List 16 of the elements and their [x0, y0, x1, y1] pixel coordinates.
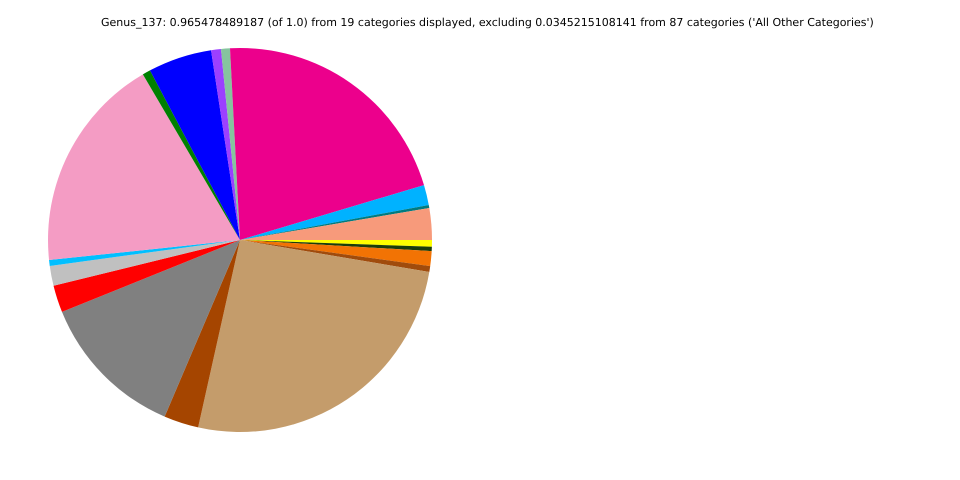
pie-slice [150, 50, 240, 240]
pie-slice [54, 240, 240, 312]
pie-slice [240, 240, 430, 272]
text: Genus_137: 0.965478489187 (of 1.0) from 19 categories displayed, excluding 0.0345215108141 from 87 categories ('All Other Categories') [101, 16, 874, 29]
pie-slice [220, 48, 240, 240]
pie-slice [49, 240, 240, 266]
pie-slice [240, 240, 432, 266]
pie-slice [164, 240, 240, 428]
pie-slice [48, 74, 240, 260]
pie-slice [198, 240, 430, 432]
pie-slice [50, 240, 240, 286]
pie-slice [230, 48, 424, 240]
pie-slice [240, 185, 429, 240]
pie-slice [142, 70, 240, 240]
pie-slice [211, 48, 240, 240]
pie-slice [62, 240, 240, 417]
